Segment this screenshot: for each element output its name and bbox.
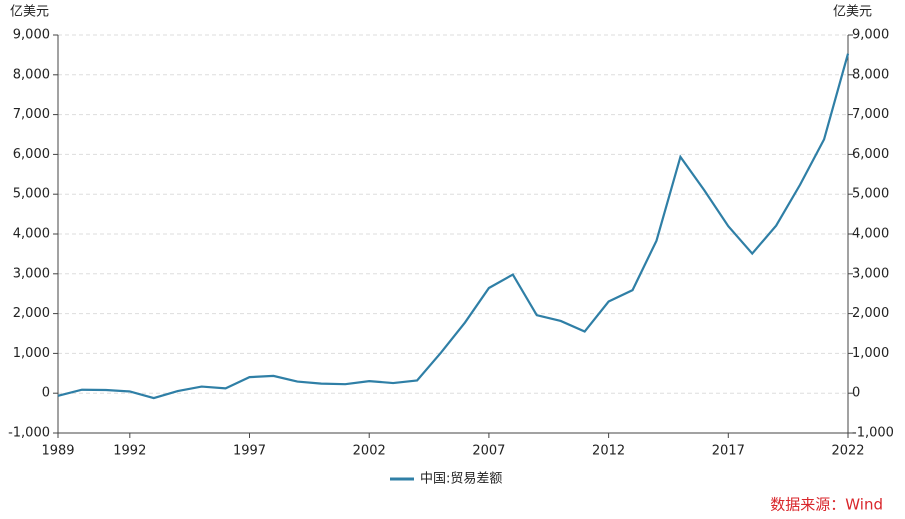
y2-unit: 亿美元 (833, 5, 872, 20)
y-unit: 亿美元 (10, 5, 49, 20)
y-tick-label: 5,000 (13, 187, 50, 202)
y2-tick-label: -1,000 (852, 426, 894, 441)
y2-tick-label: 3,000 (852, 266, 889, 281)
y2-tick-label: 1,000 (852, 346, 889, 361)
x-tick-label: 2022 (831, 444, 864, 459)
y-tick-label: 4,000 (13, 227, 50, 242)
y-tick-label: -1,000 (8, 426, 50, 441)
y-tick-label: 8,000 (13, 67, 50, 82)
y2-tick-label: 6,000 (852, 147, 889, 162)
y-tick-label: 7,000 (13, 107, 50, 122)
y2-tick-label: 7,000 (852, 107, 889, 122)
x-tick-label: 2012 (592, 444, 625, 459)
x-tick-label: 2017 (712, 444, 745, 459)
x-tick-label: 2007 (472, 444, 505, 459)
x-tick-label: 1989 (41, 444, 74, 459)
y2-tick-label: 4,000 (852, 227, 889, 242)
legend-label: 中国:贸易差额 (420, 472, 502, 487)
y2-tick-label: 5,000 (852, 187, 889, 202)
source: 数据来源：Wind (770, 496, 883, 514)
y2-tick-label: 0 (852, 386, 860, 401)
line (57, 53, 850, 400)
y-tick-label: 3,000 (13, 266, 50, 281)
x-tick-label: 2002 (353, 444, 386, 459)
y2-tick-label: 2,000 (852, 306, 889, 321)
y-tick-label: 2,000 (13, 306, 50, 321)
y-tick-label: 6,000 (13, 147, 50, 162)
x-tick-label: 1997 (233, 444, 266, 459)
y2-tick-label: 9,000 (852, 28, 889, 43)
y-tick-label: 1,000 (13, 346, 50, 361)
y-tick-label: 9,000 (13, 28, 50, 43)
x-tick-label: 1992 (113, 444, 146, 459)
y2-tick-label: 8,000 (852, 67, 889, 82)
y-tick-label: 0 (42, 386, 50, 401)
